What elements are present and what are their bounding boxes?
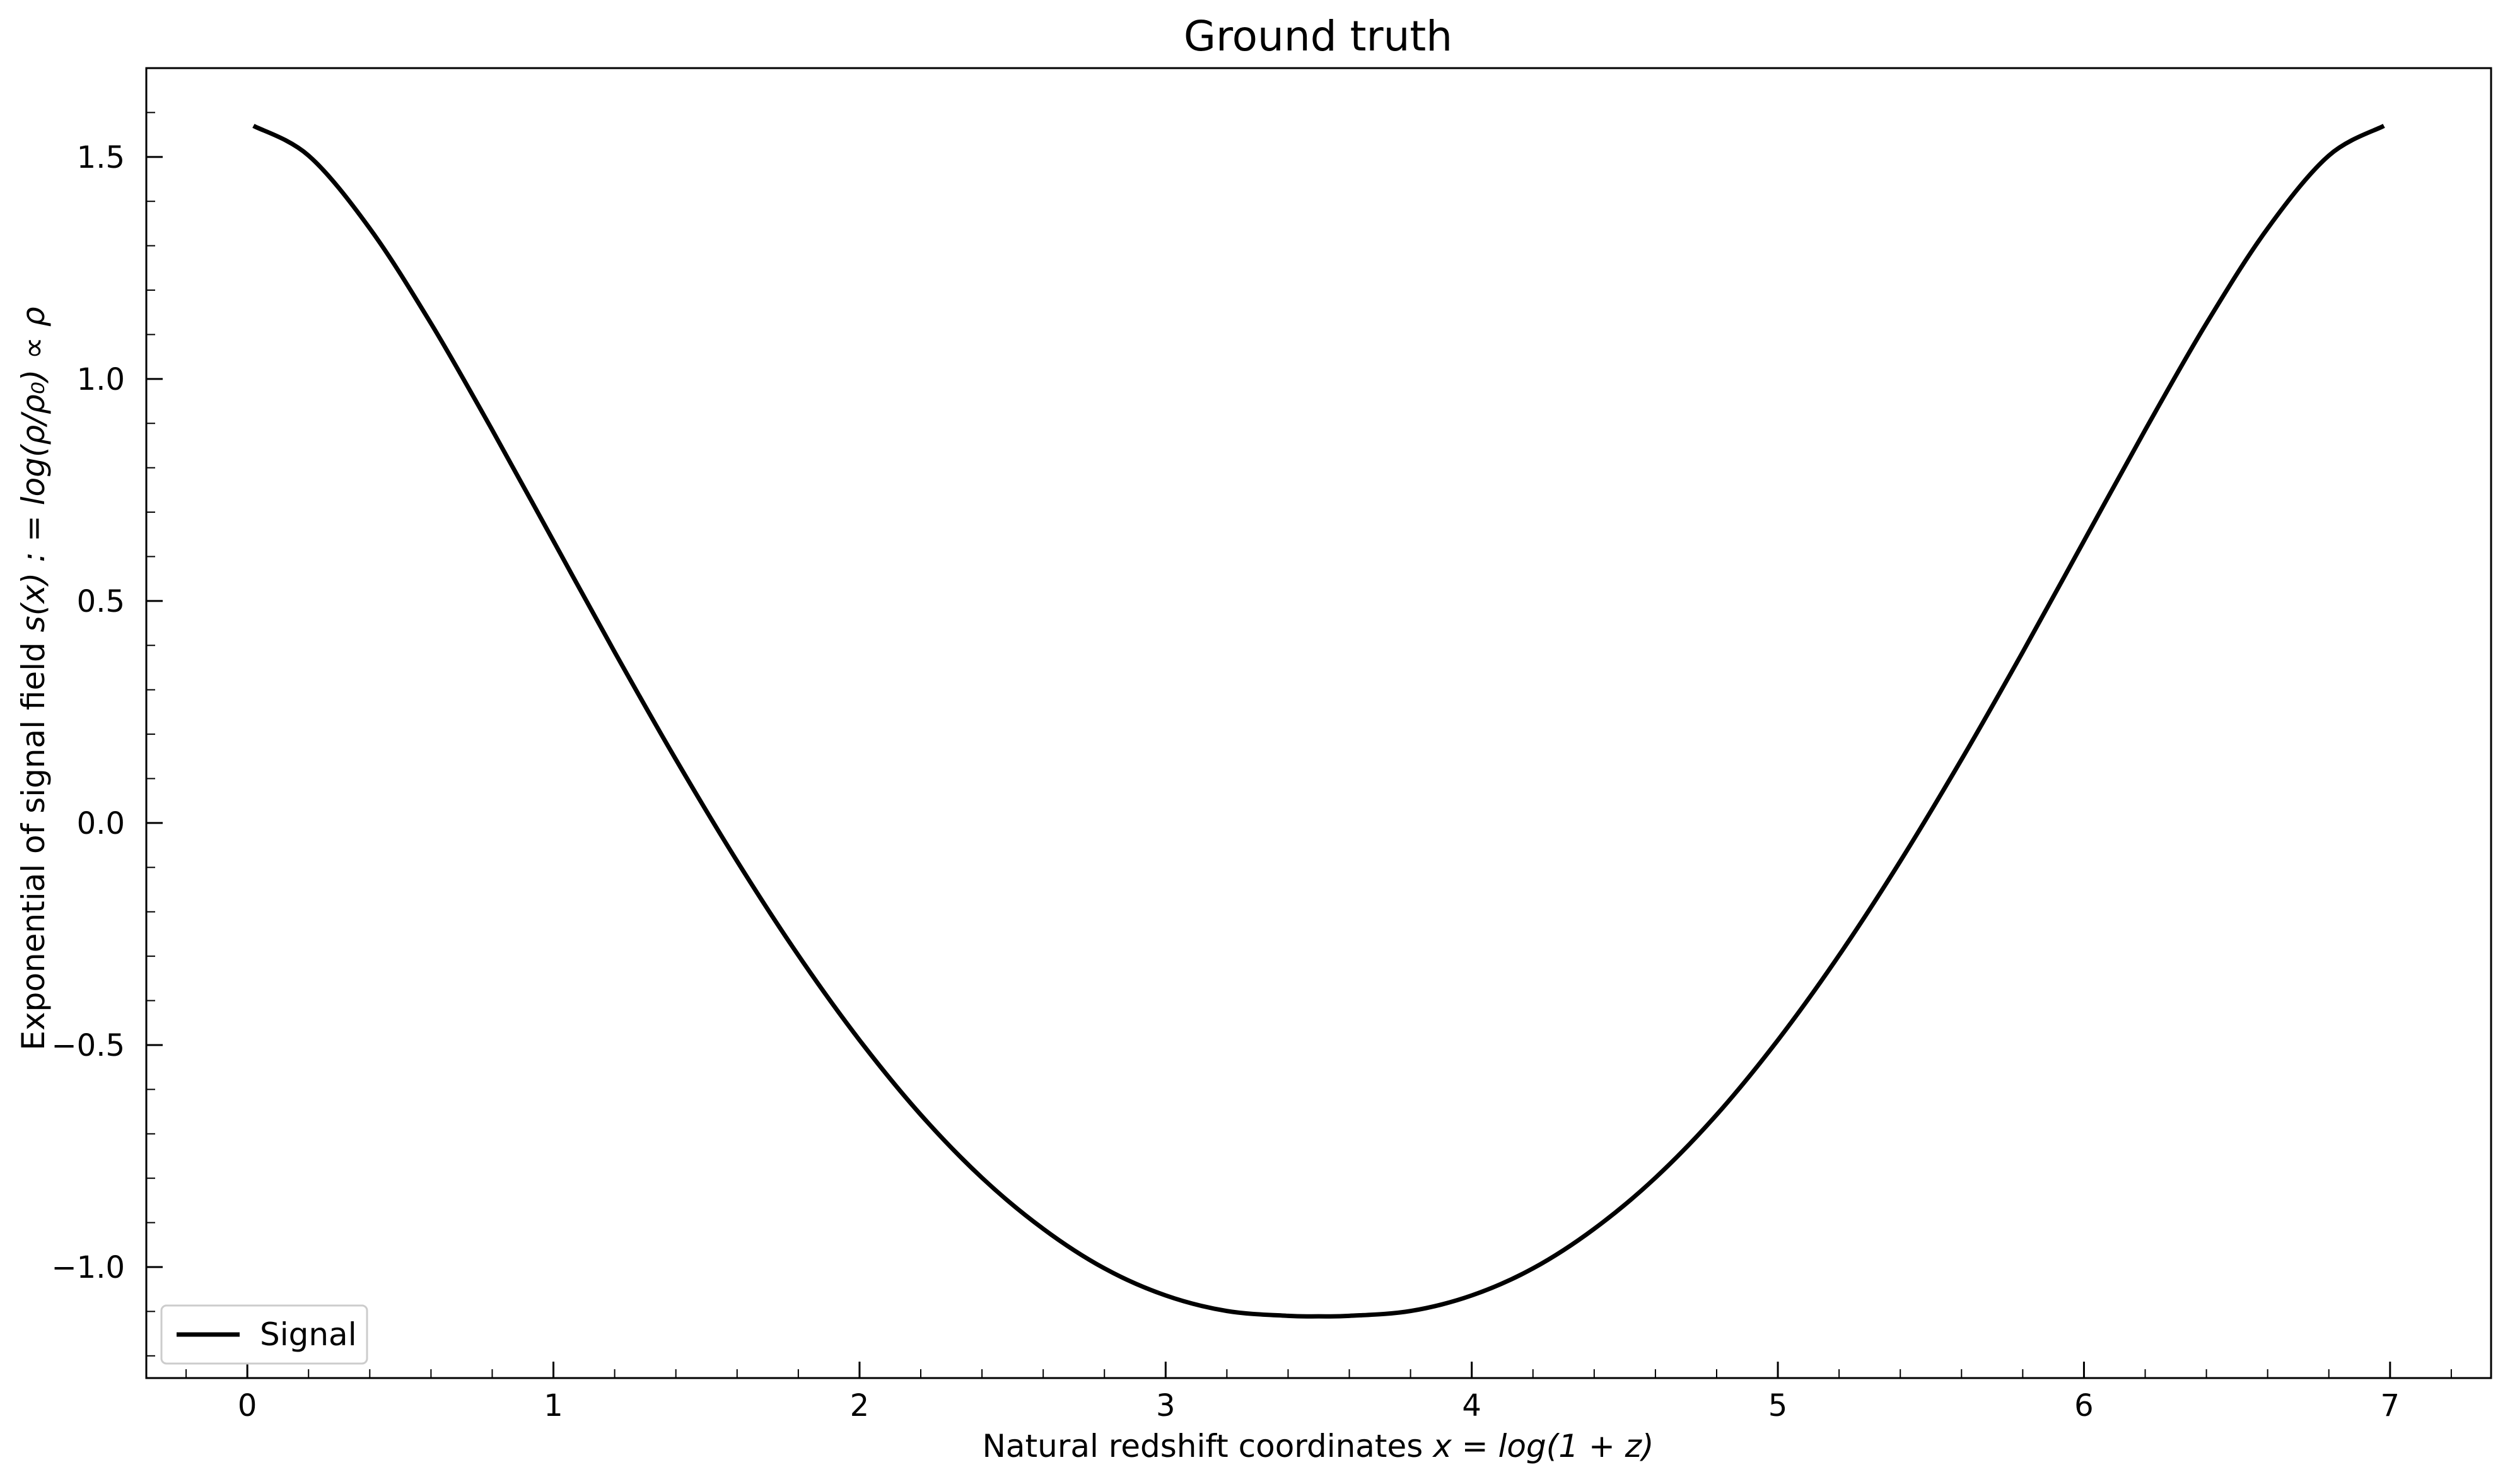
y-tick-label: 0.5: [77, 584, 125, 619]
plot-layer: [252, 124, 2385, 1319]
x-tick-label: 4: [1462, 1388, 1481, 1423]
y-axis-math: s(x) : = log(ρ/ρ₀) ∝ ρ: [15, 307, 52, 632]
y-tick-label: 1.0: [77, 362, 125, 397]
x-tick-label: 2: [850, 1388, 870, 1423]
chart-title: Ground truth: [1184, 12, 1452, 61]
y-tick-label: −1.0: [51, 1250, 125, 1285]
x-tick-label: 7: [2381, 1388, 2400, 1423]
x-axis-title: Natural redshift coordinates x = log(1 +…: [982, 1428, 1654, 1464]
x-axis-math: x = log(1 + z): [1432, 1428, 1654, 1464]
y-tick-label: 0.0: [77, 806, 125, 841]
y-axis-title: Exponential of signal field s(x) : = log…: [15, 307, 52, 1050]
y-axis-label: Exponential of signal field: [15, 642, 52, 1050]
legend-label-signal: Signal: [260, 1316, 357, 1353]
y-tick-label: −0.5: [51, 1028, 125, 1063]
plot-frame: [145, 67, 2492, 1379]
legend-box: [160, 1304, 368, 1365]
x-tick-label: 1: [544, 1388, 563, 1423]
legend: Signal: [160, 1304, 368, 1365]
x-tick-label: 5: [1768, 1388, 1788, 1423]
x-tick-label: 0: [238, 1388, 257, 1423]
x-axis-label: Natural redshift coordinates: [982, 1428, 1423, 1464]
series-line-signal: [252, 124, 2385, 1319]
y-tick-label: 1.5: [77, 140, 125, 175]
x-tick-label: 6: [2074, 1388, 2094, 1423]
ticks-layer: 0 1 2 3 4 5 6 7 −1.0 −0.5 0.0 0.5 1.0 1.5: [51, 112, 2452, 1423]
x-tick-label: 3: [1156, 1388, 1176, 1423]
